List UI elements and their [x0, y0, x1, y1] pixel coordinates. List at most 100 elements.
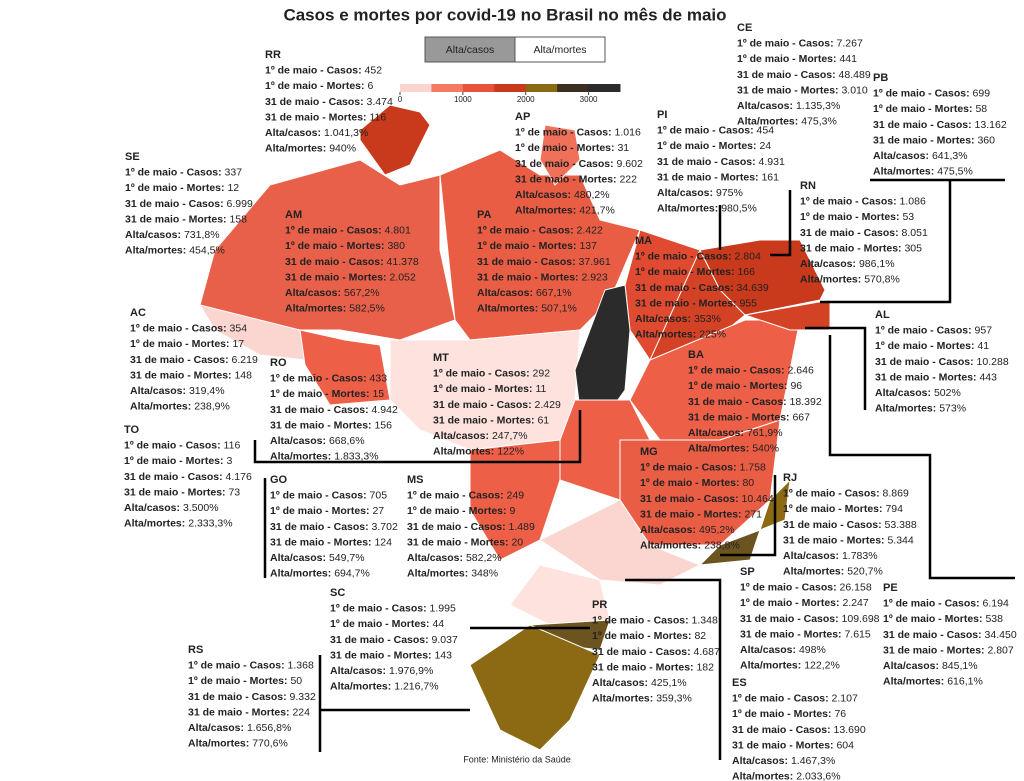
annotation-line: Alta/casos: 1.135,3%: [737, 100, 840, 112]
annotation-line: Alta/mortes: 1.833,3%: [270, 450, 379, 462]
annotation-value: 7.267: [837, 37, 863, 49]
annotation-line: 31 de maio - Casos: 13.690: [732, 724, 866, 736]
annotation-value: 9.037: [432, 634, 458, 646]
annotation-line: 1º de maio - Casos: 454: [657, 124, 774, 136]
annotation-label: 31 de maio - Casos:: [130, 354, 229, 366]
annotation-label: Alta/mortes:: [875, 402, 936, 414]
state-code: PB: [873, 72, 888, 84]
annotation-value: 6.219: [232, 354, 258, 366]
legend-swatch: [431, 84, 464, 92]
toggle-inactive[interactable]: [514, 36, 606, 63]
annotation-value: 4.942: [372, 404, 398, 416]
annotation-label: 31 de maio - Casos:: [800, 227, 899, 239]
annotation-line: Alta/casos: 986,1%: [800, 258, 895, 270]
annotation-line: 31 de maio - Casos: 18.392: [688, 396, 822, 408]
annotation-line: 1º de maio - Casos: 1.016: [515, 126, 641, 138]
annotation-line: Alta/mortes: 348%: [407, 567, 498, 579]
annotation-value: 441: [839, 53, 857, 65]
annotation-label: 31 de maio - Casos:: [270, 521, 369, 533]
annotation-value: 10.464: [742, 493, 774, 505]
annotation-line: 31 de maio - Casos: 41.378: [285, 256, 419, 268]
annotation-label: 1º de maio - Casos:: [732, 692, 829, 704]
annotation-label: 1º de maio - Mortes:: [270, 388, 370, 400]
annotation-value: 1.368: [288, 659, 314, 671]
annotation-line: Alta/casos: 498%: [740, 644, 826, 656]
annotation-line: 1º de maio - Casos: 699: [873, 87, 990, 99]
annotation-value: 705: [370, 489, 388, 501]
annotation-value: 238,8%: [704, 539, 740, 551]
state-code: MA: [635, 235, 652, 247]
annotation-line: 1º de maio - Casos: 1.348: [592, 614, 718, 626]
annotation-value: 955: [739, 297, 757, 309]
annotation-label: 1º de maio - Casos:: [515, 126, 612, 138]
annotation-label: Alta/casos:: [873, 150, 929, 162]
annotation-line: Alta/mortes: 238,8%: [640, 539, 740, 551]
annotation-line: Alta/casos: 1.041,3%: [265, 127, 368, 139]
annotation-value: 24: [759, 140, 771, 152]
annotation-line: Alta/casos: 1.467,3%: [732, 755, 835, 767]
annotation-label: Alta/casos:: [732, 755, 788, 767]
state-code: CE: [737, 22, 752, 34]
leader-line: [805, 326, 867, 410]
annotation-value: 122%: [497, 445, 524, 457]
annotation-value: 761,9%: [747, 427, 783, 439]
annotation-label: 31 de maio - Mortes:: [783, 534, 885, 546]
annotation-value: 1.016: [615, 126, 641, 138]
annotation-value: 699: [973, 87, 991, 99]
annotation-label: 1º de maio - Casos:: [130, 322, 227, 334]
annotation-label: Alta/mortes:: [270, 567, 331, 579]
annotation-value: 58: [975, 103, 987, 115]
annotation-line: 31 de maio - Mortes: 158: [125, 213, 247, 225]
annotation-line: Alta/casos: 845,1%: [883, 660, 978, 672]
toggle-label[interactable]: Alta/mortes: [533, 44, 586, 56]
title: Casos e mortes por covid-19 no Brasil no…: [283, 5, 726, 24]
state-code: PA: [477, 209, 492, 221]
annotation-line: Alta/mortes: 454,5%: [125, 244, 225, 256]
annotation-line: 1º de maio - Mortes: 137: [477, 240, 597, 252]
annotation-value: 53: [902, 211, 914, 223]
annotation-label: Alta/mortes:: [515, 204, 576, 216]
annotation-value: 161: [761, 171, 779, 183]
annotation-label: 1º de maio - Mortes:: [130, 338, 230, 350]
annotation-value: 2.107: [832, 692, 858, 704]
annotation-label: 31 de maio - Casos:: [657, 156, 756, 168]
annotation-line: Alta/mortes: 225%: [635, 328, 726, 340]
annotation-line: Alta/casos: 502%: [875, 387, 961, 399]
annotation-label: 31 de maio - Casos:: [125, 198, 224, 210]
legend-tick-label: 1000: [454, 95, 472, 104]
annotation-line: 31 de maio - Casos: 6.999: [125, 198, 253, 210]
annotation-value: 1.995: [430, 602, 456, 614]
annotation-value: 507,1%: [541, 302, 577, 314]
annotation-value: 452: [365, 64, 383, 76]
annotation-value: 238,9%: [194, 400, 230, 412]
legend-swatch: [400, 84, 432, 92]
annotation-value: 44: [432, 618, 444, 630]
annotation-line: 1º de maio - Casos: 337: [125, 166, 242, 178]
map: [198, 104, 831, 751]
annotation-value: 61: [537, 414, 549, 426]
annotation-value: 166: [737, 266, 755, 278]
annotation-value: 641,3%: [932, 150, 968, 162]
annotation-value: 8.869: [883, 487, 909, 499]
annotation-value: 1.348: [692, 614, 718, 626]
annotation-line: Alta/mortes: 520,7%: [783, 565, 883, 577]
annotation-line: 31 de maio - Mortes: 143: [330, 649, 452, 661]
annotation-label: Alta/mortes:: [285, 302, 346, 314]
annotation-line: 31 de maio - Casos: 3.702: [270, 521, 398, 533]
annotation-value: 34.450: [985, 629, 1017, 641]
annotation-label: Alta/casos:: [330, 665, 386, 677]
state-code: AC: [130, 307, 146, 319]
state-code: RJ: [783, 472, 797, 484]
annotation-label: Alta/casos:: [657, 187, 713, 199]
annotation-value: 148: [234, 369, 252, 381]
toggle-active[interactable]: [424, 36, 516, 63]
state-code: BA: [688, 349, 704, 361]
annotation-label: Alta/mortes:: [783, 565, 844, 577]
toggle-label[interactable]: Alta/casos: [446, 44, 494, 56]
annotation-label: Alta/casos:: [433, 430, 489, 442]
